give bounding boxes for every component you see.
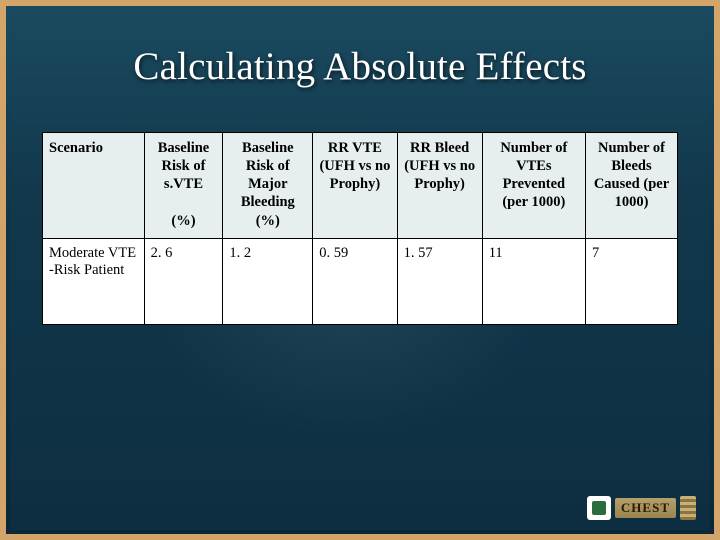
col-rr-bleed: RR Bleed (UFH vs no Prophy) bbox=[397, 133, 482, 239]
col-baseline-bleed: Baseline Risk of Major Bleeding(%) bbox=[223, 133, 313, 239]
effects-table: Scenario Baseline Risk of s.VTE (%) Base… bbox=[42, 132, 678, 325]
col-scenario: Scenario bbox=[43, 133, 145, 239]
footer-logo: CHEST bbox=[546, 494, 696, 522]
acp-badge-icon bbox=[587, 496, 611, 520]
cell-scenario: Moderate VTE -Risk Patient bbox=[43, 238, 145, 324]
page-title: Calculating Absolute Effects bbox=[6, 44, 714, 89]
slide-frame: Calculating Absolute Effects Scenario Ba… bbox=[0, 0, 720, 540]
cell-baseline-bleed: 1. 2 bbox=[223, 238, 313, 324]
col-rr-vte: RR VTE (UFH vs no Prophy) bbox=[313, 133, 397, 239]
cell-baseline-vte: 2. 6 bbox=[144, 238, 223, 324]
table-row: Moderate VTE -Risk Patient 2. 6 1. 2 0. … bbox=[43, 238, 678, 324]
col-vtes-prevented: Number of VTEs Prevented (per 1000) bbox=[482, 133, 585, 239]
effects-table-container: Scenario Baseline Risk of s.VTE (%) Base… bbox=[42, 132, 678, 325]
cell-rr-bleed: 1. 57 bbox=[397, 238, 482, 324]
chest-logo-text: CHEST bbox=[615, 498, 676, 518]
col-bleeds-caused: Number of Bleeds Caused (per 1000) bbox=[585, 133, 677, 239]
logo-stripes-icon bbox=[680, 496, 696, 520]
col-baseline-vte: Baseline Risk of s.VTE (%) bbox=[144, 133, 223, 239]
cell-vtes-prevented: 11 bbox=[482, 238, 585, 324]
cell-rr-vte: 0. 59 bbox=[313, 238, 397, 324]
table-header-row: Scenario Baseline Risk of s.VTE (%) Base… bbox=[43, 133, 678, 239]
cell-bleeds-caused: 7 bbox=[585, 238, 677, 324]
